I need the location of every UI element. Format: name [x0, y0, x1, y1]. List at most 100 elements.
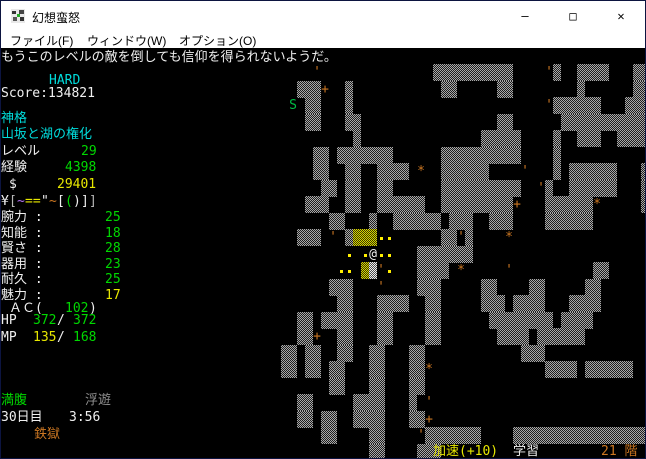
wall-granite: [553, 163, 561, 180]
wall-granite: [313, 229, 321, 246]
wall-granite: [497, 196, 505, 213]
wall-granite: [489, 295, 497, 312]
wall-granite: [409, 361, 417, 378]
minimize-button[interactable]: –: [521, 9, 529, 23]
wall-granite: [569, 427, 577, 444]
wall-granite: [577, 427, 585, 444]
status-bar-line-seg: 学習: [513, 444, 540, 459]
floor-lit: [340, 270, 343, 273]
wall-granite: [385, 180, 393, 197]
wall-granite: [553, 328, 561, 345]
stat-int-line-seg: 知能 :: [1, 226, 43, 241]
wall-granite: [537, 295, 545, 312]
open-door: ': [505, 263, 513, 278]
wall-granite: [465, 180, 473, 197]
wall-granite: [329, 361, 337, 378]
wall-granite: [553, 213, 561, 230]
status-bar-line-seg: 21 階: [601, 444, 638, 459]
wall-granite: [409, 196, 417, 213]
wall-granite: [281, 345, 289, 362]
wall-granite: [585, 427, 593, 444]
wall-granite: [393, 196, 401, 213]
wall-granite: [353, 130, 361, 147]
wall-granite: [297, 411, 305, 428]
wall-granite: [497, 64, 505, 81]
wall-granite: [513, 130, 521, 147]
game-time-line: 30日目 3:56: [1, 410, 645, 427]
wall-granite: [297, 229, 305, 246]
stat-wis-line-seg: 28: [105, 241, 121, 256]
floor-lit: [348, 254, 351, 257]
wall-granite: [441, 180, 449, 197]
open-door: ': [417, 428, 425, 443]
wall-granite: [433, 279, 441, 296]
difficulty-label: HARD: [1, 73, 645, 90]
wall-granite: [633, 97, 641, 114]
wall-mineral-treasure: *: [593, 197, 601, 212]
wall-granite: [561, 361, 569, 378]
wall-granite: [569, 163, 577, 180]
equipment-line-seg: (: [65, 194, 73, 209]
wall-granite: [601, 163, 609, 180]
floor-lit: [380, 237, 383, 240]
difficulty-label-seg: HARD: [49, 73, 81, 88]
wall-magma-treasure: [361, 262, 369, 279]
wall-mineral-treasure: *: [417, 164, 425, 179]
mp-line-seg: 168: [73, 330, 97, 345]
maximize-button[interactable]: □: [569, 9, 577, 23]
menu-options[interactable]: オプション(O): [179, 34, 257, 48]
wall-granite: [417, 345, 425, 362]
title-bar[interactable]: 幻想蛮怒 – □ ✕: [1, 1, 645, 31]
wall-granite: [577, 81, 585, 98]
wall-granite: [481, 163, 489, 180]
wall-granite: [441, 196, 449, 213]
food-status-line-seg: 浮遊: [85, 393, 112, 408]
wall-granite: [553, 130, 561, 147]
hp-line: HP 372/372: [1, 313, 645, 330]
wall-granite: [601, 427, 609, 444]
wall-granite: [585, 163, 593, 180]
wall-granite: [505, 81, 513, 98]
wall-granite: [561, 328, 569, 345]
menu-file[interactable]: ファイル(F): [10, 34, 74, 48]
wall-granite: [561, 427, 569, 444]
wall-granite: [593, 64, 601, 81]
open-door: ': [377, 280, 385, 295]
wall-granite: [345, 196, 353, 213]
wall-granite: [305, 411, 313, 428]
wall-granite: [417, 411, 425, 428]
wall-granite: [481, 64, 489, 81]
wall-granite: [345, 279, 353, 296]
wall-granite: [537, 328, 545, 345]
wall-granite: [353, 180, 361, 197]
wall-granite: [329, 378, 337, 395]
wall-granite: [353, 411, 361, 428]
close-button[interactable]: ✕: [617, 9, 625, 23]
wall-granite: [577, 328, 585, 345]
wall-granite: [569, 312, 577, 329]
wall-granite: [369, 213, 377, 230]
wall-granite: [497, 180, 505, 197]
wall-granite: [345, 312, 353, 329]
wall-granite: [441, 427, 449, 444]
wall-granite: [609, 427, 617, 444]
wall-granite: [353, 394, 361, 411]
wall-granite: [489, 196, 497, 213]
open-door: ': [329, 230, 337, 245]
stat-chr-line-seg: 魅力 :: [1, 288, 43, 303]
wall-granite: [465, 163, 473, 180]
menu-window[interactable]: ウィンドウ(W): [87, 34, 167, 48]
wall-granite: [449, 64, 457, 81]
wall-granite: [497, 130, 505, 147]
wall-granite: [345, 229, 353, 246]
wall-granite: [337, 213, 345, 230]
wall-granite: [609, 114, 617, 131]
wall-granite: [593, 130, 601, 147]
wall-granite: [417, 196, 425, 213]
wall-granite: [561, 114, 569, 131]
wall-granite: [417, 246, 425, 263]
wall-granite: [385, 295, 393, 312]
wall-granite: [369, 427, 377, 444]
stat-str-line-seg: 腕力 :: [1, 210, 43, 225]
